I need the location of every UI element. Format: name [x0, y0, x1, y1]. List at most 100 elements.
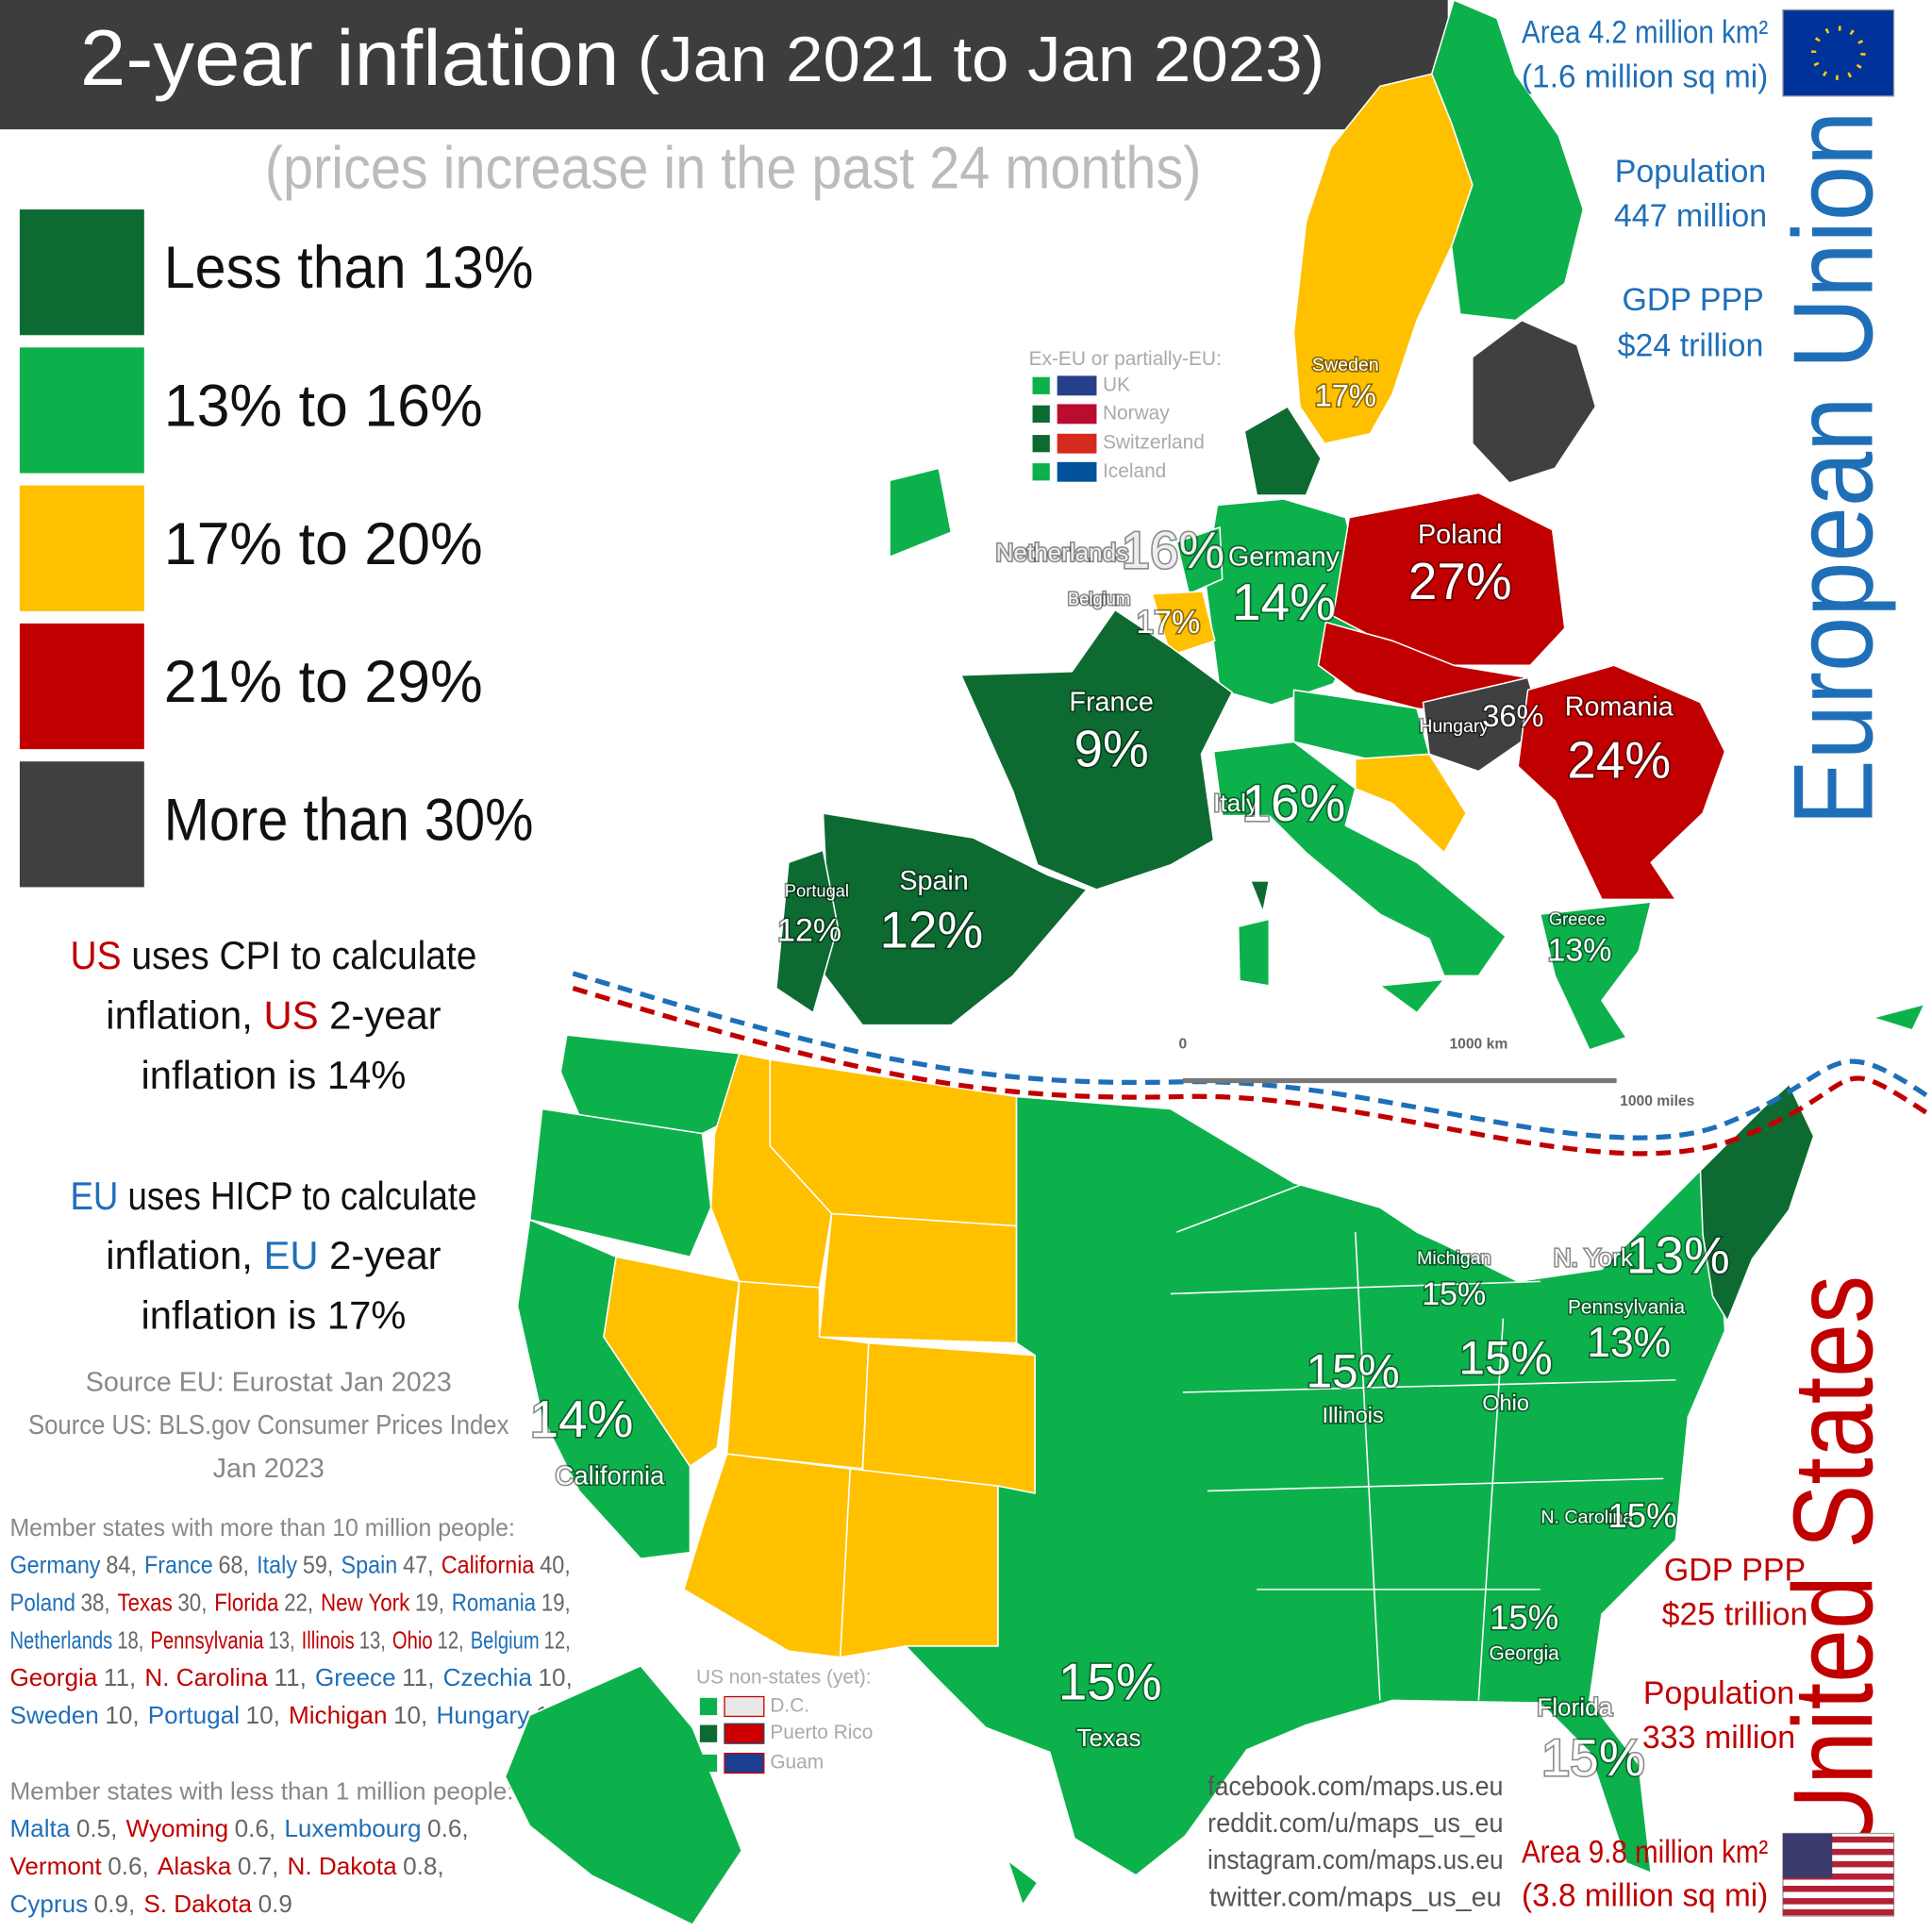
member-name: Wyoming — [126, 1814, 229, 1842]
swatch — [699, 1697, 718, 1716]
region-name: Romania — [1565, 692, 1674, 723]
region-name: Spain — [899, 866, 968, 896]
denmark — [1243, 406, 1322, 496]
member-value: 0.9 — [258, 1890, 292, 1918]
member-name: Pennsylvania — [150, 1625, 263, 1654]
flag — [1782, 8, 1895, 97]
flag — [1057, 404, 1097, 425]
legend-label: Less than 13% — [164, 235, 534, 301]
scale-zero: 0 — [1179, 1037, 1188, 1053]
hungary — [1422, 676, 1544, 773]
note-part: inflation, — [106, 993, 263, 1038]
list-line: Poland38, Texas30, Florida22, New York19, Ro… — [9, 1588, 570, 1616]
region-name: Italy — [1213, 789, 1258, 817]
member-name: Belgium — [471, 1625, 540, 1654]
scale-km: 1000 km — [1449, 1037, 1507, 1053]
region-name: Germany — [1228, 541, 1341, 572]
member-name: Texas — [117, 1588, 172, 1616]
eu-population-label: Population — [1615, 154, 1766, 190]
new-mexico — [839, 1468, 999, 1658]
region-value: 12% — [880, 901, 984, 959]
eu-flag — [1782, 8, 1895, 97]
region-value: 14% — [530, 1390, 634, 1448]
member-value: 0.9, — [94, 1890, 136, 1918]
source: Source US: BLS.gov Consumer Prices Index — [28, 1410, 509, 1441]
legend-swatch — [19, 485, 144, 611]
member-name: N. Carolina — [144, 1663, 268, 1691]
region-value: 16% — [1242, 774, 1346, 832]
sources: Source EU: Eurostat Jan 2023 Source US: B… — [28, 1367, 509, 1483]
netherlands — [1175, 526, 1224, 595]
member-value: 30, — [177, 1588, 207, 1616]
ex-eu-item: Iceland — [1103, 460, 1166, 482]
region-value: 9% — [1074, 720, 1148, 778]
credit: reddit.com/u/maps_us_eu — [1208, 1808, 1503, 1839]
member-name: Illinois — [302, 1625, 355, 1654]
eu-area-sq-mi: (1.6 million sq mi) — [1522, 59, 1768, 95]
note-part: inflation is 14% — [141, 1053, 406, 1097]
nevada — [603, 1256, 741, 1468]
list-line: Vermont 0.6, Alaska 0.7, N. Dakota 0.8, — [9, 1852, 443, 1880]
swatch — [699, 1754, 718, 1773]
note-part: uses HICP to calculate — [118, 1174, 476, 1218]
member-name: Vermont — [9, 1852, 102, 1880]
flag — [724, 1695, 765, 1718]
non-state-item: Guam — [770, 1752, 824, 1774]
region-value: 27% — [1408, 552, 1512, 610]
region-value: 15% — [1458, 1331, 1552, 1384]
member-name: Malta — [9, 1814, 70, 1842]
member-name: Ohio — [392, 1625, 433, 1654]
note-part: 2-year — [319, 1233, 441, 1277]
member-value: 0.6, — [427, 1814, 469, 1842]
note-part: US — [264, 993, 319, 1038]
romania-bulgaria — [1517, 664, 1726, 901]
legend-label: More than 30% — [164, 787, 534, 853]
poland — [1332, 491, 1566, 667]
us-area-sq-mi: (3.8 million sq mi) — [1522, 1877, 1768, 1913]
divider-blue — [572, 971, 1932, 1141]
region-name: N. Carolina — [1541, 1507, 1633, 1527]
member-name: Hungary — [436, 1701, 529, 1729]
region-name: Michigan — [1417, 1248, 1491, 1269]
member-value: 84, — [106, 1551, 136, 1579]
member-value: 68, — [219, 1551, 249, 1579]
member-value: 0.6, — [235, 1814, 276, 1842]
legend-label: 21% to 29% — [164, 649, 483, 715]
member-value: 38, — [81, 1588, 110, 1616]
ex-eu-swatches — [1032, 375, 1097, 482]
member-value: 11, — [275, 1663, 307, 1691]
member-value: 18, — [117, 1625, 143, 1654]
region-name: California — [556, 1460, 666, 1490]
member-name: N. Dakota — [288, 1852, 398, 1880]
member-value: 10, — [246, 1701, 280, 1729]
note-part: inflation is 17% — [141, 1293, 406, 1338]
list-line: Cyprus 0.9, S. Dakota 0.9 — [9, 1890, 291, 1918]
divider-red — [572, 986, 1932, 1157]
region-value: 17% — [1315, 378, 1376, 413]
member-value: 10, — [539, 1663, 573, 1691]
member-name: Italy — [257, 1551, 297, 1579]
region-name: Illinois — [1322, 1403, 1383, 1427]
region-name: Texas — [1076, 1724, 1141, 1752]
map — [504, 0, 1925, 1925]
list-header: Member states with less than 1 million p… — [9, 1776, 513, 1805]
member-value: 13, — [269, 1625, 295, 1654]
member-lists: Member states with more than 10 million … — [9, 1513, 572, 1918]
note-part: inflation, — [106, 1233, 263, 1277]
ex-eu-item: Norway — [1103, 402, 1170, 424]
sardinia — [1237, 918, 1271, 987]
eu-area: Area 4.2 million km² — [1522, 15, 1768, 51]
member-name: Cyprus — [9, 1890, 88, 1918]
note-part: EU — [264, 1233, 319, 1277]
non-states-title: US non-states (yet): — [696, 1666, 872, 1688]
region-value: 13% — [1547, 933, 1611, 969]
note-line: EU uses HICP to calculate — [70, 1174, 476, 1218]
eu-name: European Union — [1770, 111, 1896, 826]
member-name: Netherlands — [9, 1625, 112, 1654]
legend-swatch — [19, 623, 144, 750]
credit: instagram.com/maps.us.eu — [1208, 1845, 1503, 1875]
flag — [724, 1752, 765, 1774]
baltics — [1472, 319, 1597, 484]
region-value: 15% — [1058, 1652, 1162, 1710]
